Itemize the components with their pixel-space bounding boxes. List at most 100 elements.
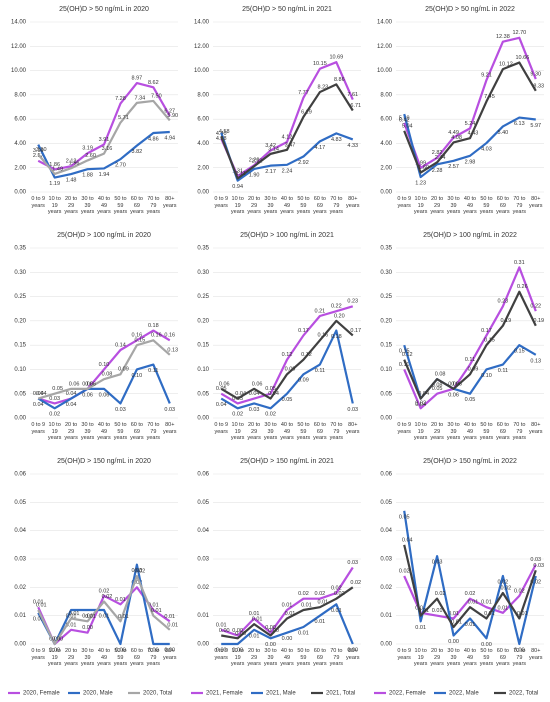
y-tick-label: 0.00 (14, 190, 26, 196)
x-tick-label: 80+ years (529, 422, 543, 435)
data-label: 0.12 (301, 352, 312, 358)
y-tick-label: 0.30 (380, 270, 392, 276)
data-label: 0.94 (232, 184, 243, 190)
data-label: 0.01 (167, 622, 178, 628)
data-label: 12.70 (512, 30, 526, 36)
data-label: 6.19 (301, 109, 312, 115)
x-tick-label: 80+ years (163, 648, 177, 661)
data-label: 5.04 (402, 123, 413, 129)
data-label: 3.47 (285, 142, 296, 148)
series-line (403, 36, 537, 169)
series-line (403, 564, 537, 620)
x-tick-label: 60 to 69 years (313, 648, 327, 667)
data-label: 1.48 (66, 177, 77, 183)
data-label: 1.86 (49, 162, 60, 168)
x-tick-label: 40 to 49 years (280, 648, 294, 667)
data-label: 2.17 (265, 169, 276, 175)
x-tick-label: 80+ years (346, 648, 360, 661)
series-line (403, 266, 537, 410)
y-tick-label: 4.00 (380, 141, 392, 147)
x-tick-label: 10 to 19 years (47, 648, 62, 667)
x-tick-label: 20 to 29 years (430, 196, 444, 215)
x-tick-label: 30 to 39 years (263, 648, 278, 667)
y-tick-label: 10.00 (194, 68, 210, 74)
data-label: 1.94 (99, 172, 110, 178)
data-label: 0.01 (85, 614, 96, 620)
data-label: 0.20 (334, 313, 345, 319)
x-tick-label: 30 to 39 years (263, 196, 278, 215)
data-label: 0.11 (148, 368, 158, 374)
data-label: 0.08 (102, 372, 113, 378)
x-tick-label: 40 to 49 years (280, 196, 294, 215)
data-label: 0.01 (252, 617, 263, 623)
chart-title: 25(OH)D > 100 ng/mL in 2020 (57, 232, 151, 239)
data-label: 3.42 (265, 143, 276, 149)
chart-title: 25(OH)D > 150 ng/mL in 2021 (240, 458, 334, 465)
data-label: 0.06 (99, 392, 110, 398)
x-tick-label: 70 to 79 years (329, 648, 344, 667)
x-tick-label: 70 to 79 years (146, 422, 161, 441)
x-tick-label: 70 to 79 years (512, 648, 527, 667)
x-tick-label: 20 to 29 years (247, 196, 261, 215)
x-tick-label: 50 to 59 years (296, 648, 311, 667)
data-label: 7.50 (151, 93, 162, 99)
legend-label: 2021, Male (266, 691, 296, 697)
data-label: 0.01 (118, 614, 129, 620)
data-label: 2.82 (432, 150, 443, 156)
data-label: 7.45 (484, 94, 495, 100)
data-label: 0.01 (318, 600, 329, 606)
y-tick-label: 0.10 (380, 367, 392, 373)
y-tick-label: 0.00 (197, 416, 209, 422)
data-label: 0.01 (69, 611, 80, 617)
data-label: 0.00 (52, 636, 63, 642)
x-tick-label: 50 to 59 years (113, 422, 128, 441)
data-label: 0.01 (451, 619, 462, 625)
data-label: 10.66 (515, 55, 529, 61)
data-label: 0.06 (82, 381, 93, 387)
x-tick-label: 60 to 69 years (130, 422, 144, 441)
y-tick-label: 8.00 (380, 92, 392, 98)
data-label: 2.70 (115, 163, 126, 169)
y-tick-label: 0.25 (197, 294, 209, 300)
x-tick-label: 0 to 9 years (397, 648, 412, 661)
data-label: 0.02 (49, 412, 60, 418)
data-label: 0.17 (298, 328, 309, 334)
data-label: 0.16 (132, 333, 143, 339)
y-tick-label: 0.10 (197, 367, 209, 373)
data-label: 7.61 (347, 92, 358, 98)
x-tick-label: 40 to 49 years (280, 422, 294, 441)
x-tick-label: 60 to 69 years (496, 422, 510, 441)
x-tick-label: 10 to 19 years (230, 196, 245, 215)
x-tick-label: 60 to 69 years (130, 196, 144, 215)
x-tick-label: 20 to 29 years (430, 648, 444, 667)
data-label: 0.19 (501, 318, 512, 324)
data-label: 0.10 (399, 362, 410, 368)
data-label: 0.23 (498, 299, 509, 305)
x-tick-label: 70 to 79 years (146, 196, 161, 215)
series-line (403, 113, 536, 179)
x-tick-label: 40 to 49 years (97, 196, 111, 215)
data-label: 0.26 (517, 284, 528, 290)
data-label: 1.23 (415, 181, 426, 187)
data-label: 0.15 (514, 349, 525, 355)
y-tick-label: 6.00 (14, 117, 26, 123)
data-label: 0.01 (66, 613, 77, 619)
data-label: 0.14 (115, 342, 126, 348)
data-label: 0.01 (33, 600, 44, 606)
x-tick-label: 60 to 69 years (313, 422, 327, 441)
y-tick-label: 0.02 (14, 585, 26, 591)
data-label: 2.12 (252, 159, 263, 165)
y-tick-label: 4.00 (197, 141, 209, 147)
data-label: 0.04 (33, 391, 44, 397)
data-label: 0.04 (66, 402, 77, 408)
y-tick-label: 0.02 (197, 585, 209, 591)
x-tick-label: 80+ years (346, 422, 360, 435)
data-label: 0.10 (481, 373, 492, 379)
series-line (37, 329, 171, 405)
x-tick-label: 0 to 9 years (214, 422, 229, 435)
data-label: 1.19 (49, 181, 60, 187)
data-label: 0.09 (285, 367, 296, 373)
series-line (220, 319, 354, 400)
legend-label: 2020, Total (143, 691, 172, 697)
data-label: 2.60 (85, 153, 96, 159)
